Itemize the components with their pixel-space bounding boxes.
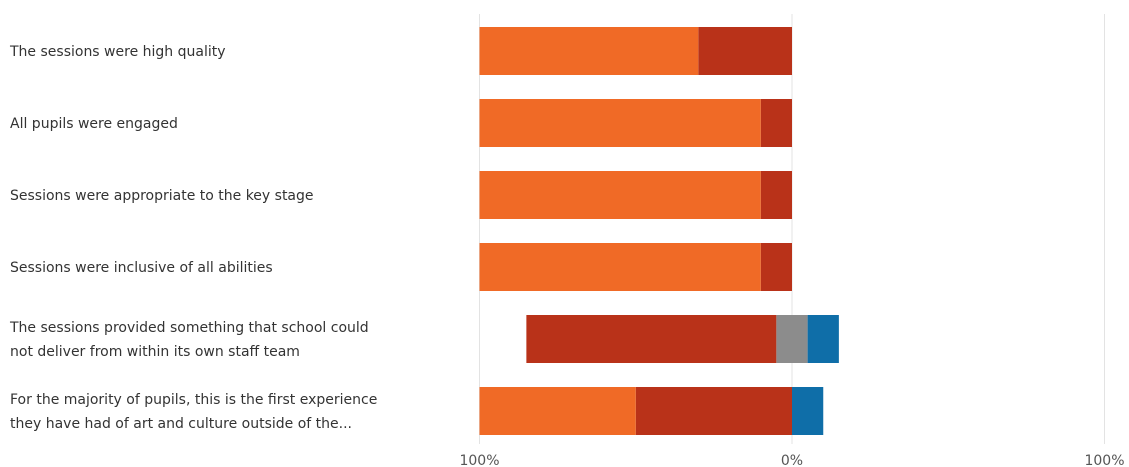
bar-row3-series0: [760, 243, 792, 291]
category-labels: The sessions were high quality All pupils…: [9, 44, 377, 432]
category-label-0-line-0: The sessions were high quality: [9, 44, 226, 60]
bar-row4-series2-left-half: [776, 315, 792, 363]
bar-row2-series0: [760, 171, 792, 219]
bar-row5-series3: [792, 387, 824, 435]
bar-row4-series3: [807, 315, 839, 363]
bar-row4-series0: [526, 315, 777, 363]
bar-row5-series1: [479, 387, 636, 435]
bars: [479, 27, 839, 435]
gridlines: [479, 14, 1105, 444]
bar-row0-series0: [698, 27, 792, 75]
bar-row1-series1: [479, 99, 761, 147]
x-tick-label-2: 100%: [1084, 453, 1124, 467]
bar-row4-series2-right-half: [792, 315, 808, 363]
category-label-5-line-1: they have had of art and culture outside…: [10, 416, 352, 432]
bar-row3-series1: [479, 243, 761, 291]
bar-row1-series0: [760, 99, 792, 147]
x-tick-label-0: 100%: [459, 453, 499, 467]
category-label-4-line-0: The sessions provided something that sch…: [9, 320, 369, 336]
x-axis-ticks: 100% 0% 100%: [459, 453, 1124, 467]
category-label-1-line-0: All pupils were engaged: [10, 116, 178, 132]
category-label-2-line-0: Sessions were appropriate to the key sta…: [10, 188, 314, 204]
category-label-3-line-0: Sessions were inclusive of all abilities: [10, 260, 273, 276]
category-label-4-line-1: not deliver from within its own staff te…: [10, 344, 300, 360]
bar-row0-series1: [479, 27, 699, 75]
bar-row2-series1: [479, 171, 761, 219]
category-label-5-line-0: For the majority of pupils, this is the …: [10, 392, 377, 408]
bar-row5-series0: [635, 387, 792, 435]
x-tick-label-1: 0%: [781, 453, 803, 467]
